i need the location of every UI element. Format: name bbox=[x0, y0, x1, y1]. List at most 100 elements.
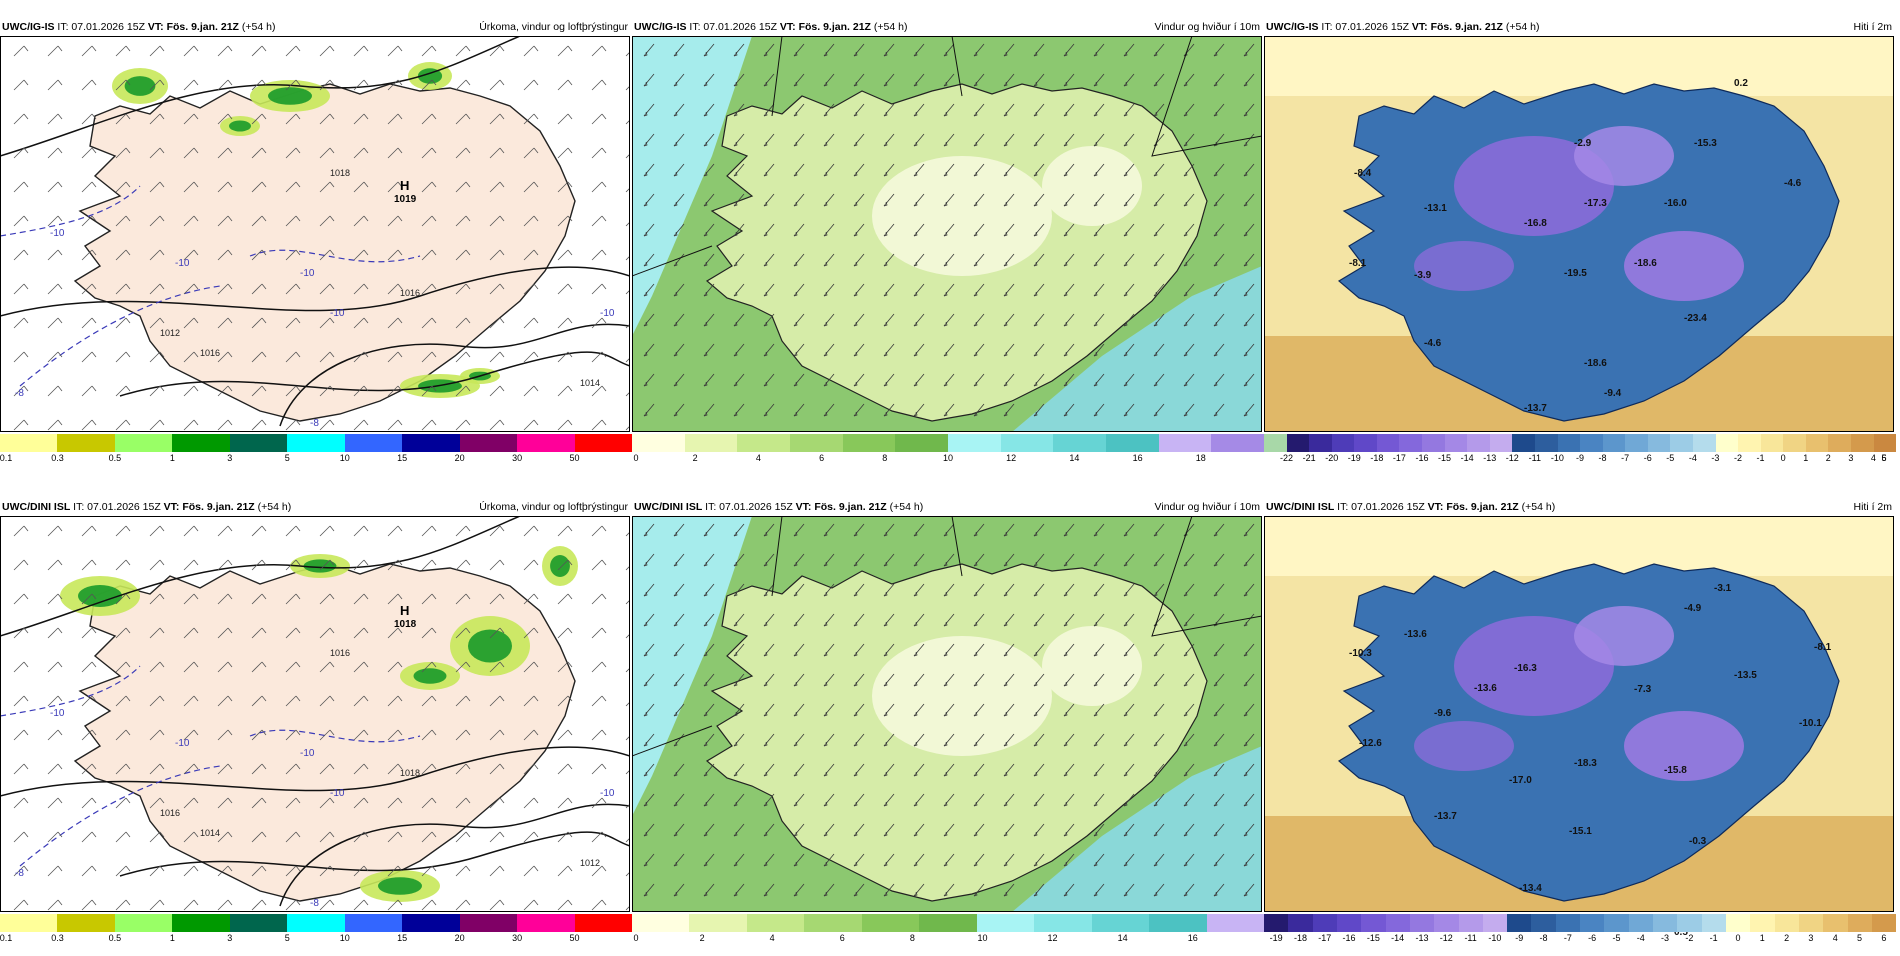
legend-swatch bbox=[689, 914, 747, 932]
legend-swatch bbox=[1628, 914, 1653, 932]
isobar-label: 1016 bbox=[160, 808, 181, 818]
init-time: IT: 07.01.2026 15Z bbox=[705, 501, 793, 513]
panel-igis-precip: UWC/IG-IS IT: 07.01.2026 15Z VT: Fös. 9.… bbox=[0, 18, 632, 476]
legend-swatch bbox=[1331, 434, 1355, 452]
header-left: UWC/IG-IS IT: 07.01.2026 15Z VT: Fös. 9.… bbox=[634, 18, 907, 36]
valid-time: VT: Fös. 9.jan. 21Z bbox=[147, 21, 239, 33]
legend-tick-label: 15 bbox=[397, 933, 408, 943]
legend-swatch bbox=[1206, 914, 1264, 932]
legend-swatch bbox=[517, 434, 575, 452]
legend-tick-label: 0.5 bbox=[108, 453, 122, 463]
legend-tick-label: -4 bbox=[1636, 933, 1645, 943]
legend-ticks: -19 -18 -17 -16 -15 -14 -13 -12 -11 -10 -9 -8 -7 -6 -5… bbox=[1264, 932, 1896, 946]
legend-tick-label: 6 bbox=[819, 453, 825, 463]
model-name: UWC/IG-IS bbox=[2, 21, 55, 33]
legend-tick-label: 1 bbox=[169, 933, 175, 943]
temperature-contour-label: -8 bbox=[310, 898, 319, 909]
legend-swatch bbox=[1434, 914, 1459, 932]
legend-tick-label: 5 bbox=[284, 453, 290, 463]
lead-time: (+54 h) bbox=[241, 21, 276, 33]
legend-tick-label: -17 bbox=[1392, 453, 1406, 463]
legend-tick-label: -10 bbox=[1550, 453, 1564, 463]
temperature-value-label: -16.8 bbox=[1524, 218, 1547, 229]
legend-swatch bbox=[1828, 434, 1852, 452]
legend-swatch bbox=[1512, 434, 1535, 452]
panel-title: Vindur og hviður í 10m bbox=[1154, 501, 1260, 513]
legend-swatch bbox=[1873, 434, 1897, 452]
legend-tick-label: 8 bbox=[882, 453, 888, 463]
legend-tick-label: 12 bbox=[1047, 933, 1058, 943]
legend-swatch bbox=[1034, 914, 1092, 932]
legend-swatch bbox=[1531, 914, 1556, 932]
legend-swatch bbox=[1309, 434, 1332, 452]
legend-tick-label: 20 bbox=[454, 933, 465, 943]
legend-tick-label: 10 bbox=[942, 453, 954, 463]
legend-tick-label: -12 bbox=[1505, 453, 1519, 463]
legend-ticks: 0.1 0.3 0.5 1 3 5 10 15 20 30 50 bbox=[0, 932, 632, 946]
legend-tick-label: -3 bbox=[1661, 933, 1670, 943]
legend-tick-label: -13 bbox=[1483, 453, 1497, 463]
temperature-value-label: -15.8 bbox=[1664, 765, 1687, 776]
legend-swatch bbox=[114, 434, 173, 452]
temperature-value-label: -13.7 bbox=[1434, 811, 1457, 822]
temperature-value-label: -8.1 bbox=[1349, 258, 1367, 269]
temperature-value-label: 0.2 bbox=[1734, 78, 1748, 89]
legend-tick-label: -8 bbox=[1598, 453, 1607, 463]
legend-swatch bbox=[1725, 914, 1751, 932]
legend-tick-label: -5 bbox=[1666, 453, 1675, 463]
legend-tick-label: 6 bbox=[839, 933, 845, 943]
header-left: UWC/DINI ISL IT: 07.01.2026 15Z VT: Fös.… bbox=[1266, 498, 1555, 516]
legend-tick-label: -12 bbox=[1439, 933, 1453, 943]
legend-swatch bbox=[574, 434, 632, 452]
legend-swatch bbox=[57, 914, 115, 932]
legend-swatch bbox=[1312, 914, 1337, 932]
temperature-value-label: -17.0 bbox=[1509, 775, 1532, 786]
panel-title: Vindur og hviður í 10m bbox=[1154, 21, 1260, 33]
legend-swatch bbox=[1647, 434, 1671, 452]
map-area[interactable] bbox=[1264, 516, 1894, 912]
legend-tick-label: 2 bbox=[692, 453, 698, 463]
legend-swatch bbox=[1580, 434, 1603, 452]
legend-colorbar bbox=[632, 914, 1264, 932]
legend-tick-label: -14 bbox=[1460, 453, 1474, 463]
legend-swatch bbox=[1399, 434, 1423, 452]
legend-swatch bbox=[1286, 434, 1310, 452]
header-left: UWC/DINI ISL IT: 07.01.2026 15Z VT: Fös.… bbox=[634, 498, 923, 516]
lead-time: (+54 h) bbox=[889, 501, 924, 513]
legend-tick-label: 0.5 bbox=[108, 933, 122, 943]
legend-swatch bbox=[804, 914, 862, 932]
lead-time: (+54 h) bbox=[257, 501, 292, 513]
map-svg bbox=[632, 516, 1262, 912]
map-area[interactable] bbox=[1264, 36, 1894, 432]
legend-swatch bbox=[1458, 914, 1483, 932]
legend-colorbar bbox=[1264, 914, 1897, 932]
legend-tick-label: 5 bbox=[1881, 453, 1887, 463]
init-time: IT: 07.01.2026 15Z bbox=[1321, 21, 1409, 33]
map-area[interactable] bbox=[632, 36, 1262, 432]
map-area[interactable] bbox=[0, 36, 630, 432]
legend-swatch bbox=[632, 914, 690, 932]
temperature-value-label: -10.3 bbox=[1349, 648, 1372, 659]
lead-time: (+54 h) bbox=[1521, 501, 1556, 513]
legend-tick-label: 1 bbox=[1803, 453, 1809, 463]
legend-swatch bbox=[1422, 434, 1445, 452]
legend-tick-label: 1 bbox=[169, 453, 175, 463]
panel-igis-wind: UWC/IG-IS IT: 07.01.2026 15Z VT: Fös. 9.… bbox=[632, 18, 1265, 476]
legend-swatch bbox=[1555, 914, 1581, 932]
legend-swatch bbox=[114, 914, 173, 932]
legend-swatch bbox=[919, 914, 977, 932]
legend-tick-label: -5 bbox=[1612, 933, 1621, 943]
legend-tick-label: 18 bbox=[1195, 453, 1206, 463]
isobar-label: 1018 bbox=[400, 768, 421, 778]
legend-colorbar bbox=[0, 914, 632, 932]
map-area[interactable] bbox=[0, 516, 630, 912]
high-pressure-label: H bbox=[400, 603, 410, 618]
map-area[interactable] bbox=[632, 516, 1262, 912]
legend-tick-label: 30 bbox=[512, 453, 523, 463]
legend-tick-label: 4 bbox=[1832, 933, 1838, 943]
temperature-value-label: -8.1 bbox=[1814, 642, 1832, 653]
legend-swatch bbox=[746, 914, 805, 932]
legend-tick-label: -4 bbox=[1688, 453, 1697, 463]
map-svg bbox=[0, 36, 630, 432]
panel-header: UWC/DINI ISL IT: 07.01.2026 15Z VT: Fös.… bbox=[632, 498, 1264, 516]
